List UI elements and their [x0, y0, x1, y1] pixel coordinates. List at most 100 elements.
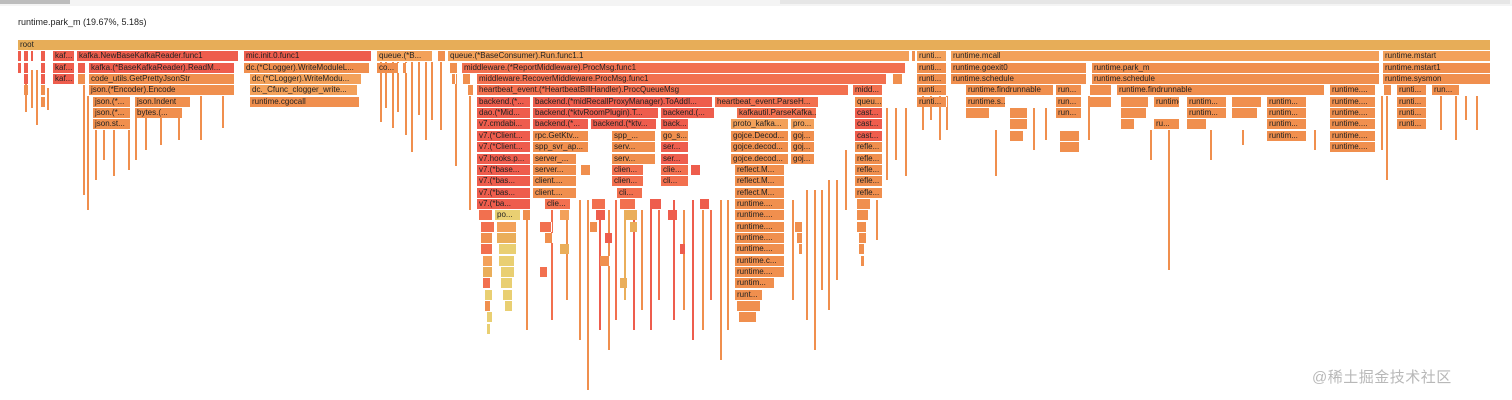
stack-sliver[interactable]	[1455, 96, 1457, 140]
flame-frame[interactable]: kaf...	[53, 74, 75, 85]
stack-sliver[interactable]	[886, 108, 888, 180]
flame-frame[interactable]: gojce.Decod...	[731, 130, 789, 141]
flame-frame-unlabeled[interactable]	[479, 210, 493, 221]
stack-sliver[interactable]	[1381, 96, 1383, 150]
flame-frame-unlabeled[interactable]	[463, 74, 471, 85]
stack-sliver[interactable]	[895, 108, 897, 160]
stack-sliver[interactable]	[930, 96, 932, 120]
stack-sliver[interactable]	[650, 200, 652, 330]
flame-frame[interactable]: runtime.mcall	[951, 51, 1380, 62]
flame-frame-unlabeled[interactable]	[497, 232, 517, 243]
flame-frame-unlabeled[interactable]	[912, 51, 916, 62]
stack-sliver[interactable]	[222, 96, 224, 128]
flame-frame-unlabeled[interactable]	[650, 198, 662, 209]
stack-sliver[interactable]	[551, 210, 553, 320]
flame-frame[interactable]: gojce.decod...	[731, 153, 789, 164]
flame-frame[interactable]: mic.init.0.func1	[244, 51, 372, 62]
stack-sliver[interactable]	[922, 96, 924, 130]
flame-frame[interactable]: json.st...	[93, 119, 131, 130]
stack-sliver[interactable]	[1242, 130, 1244, 145]
flame-frame[interactable]: ru...	[1154, 119, 1180, 130]
stack-sliver[interactable]	[673, 200, 675, 320]
flame-frame[interactable]: middleware.RecoverMiddleware.ProcMsg.fun…	[477, 74, 887, 85]
stack-sliver[interactable]	[87, 96, 89, 210]
flame-frame[interactable]: backend.(*ktvRoomPlugin).T...	[533, 108, 659, 119]
stack-sliver[interactable]	[178, 118, 180, 140]
flame-frame-unlabeled[interactable]	[739, 312, 757, 323]
flame-frame[interactable]: clien...	[612, 164, 644, 175]
flame-frame-unlabeled[interactable]	[626, 210, 638, 221]
flame-frame-unlabeled[interactable]	[485, 289, 493, 300]
flame-frame[interactable]: json.(*Encoder).Encode	[89, 85, 235, 96]
flame-frame-unlabeled[interactable]	[596, 210, 606, 221]
stack-sliver[interactable]	[587, 200, 589, 390]
flame-frame[interactable]: queue.(*B...	[377, 51, 433, 62]
flame-frame[interactable]: runti...	[917, 85, 947, 96]
flame-frame[interactable]: go_s...	[661, 130, 689, 141]
flame-frame-unlabeled[interactable]	[18, 62, 22, 73]
flame-frame[interactable]: kafka.(*BaseKafkaReader).ReadM...	[89, 62, 235, 73]
flame-frame-unlabeled[interactable]	[501, 278, 513, 289]
flame-frame-unlabeled[interactable]	[545, 232, 553, 243]
flame-frame[interactable]: runti...	[1397, 96, 1427, 107]
flame-frame[interactable]: runtime....	[1330, 96, 1376, 107]
flame-frame[interactable]: backend.(*...	[533, 119, 589, 130]
stack-sliver[interactable]	[1045, 108, 1047, 140]
flame-frame-unlabeled[interactable]	[857, 210, 869, 221]
stack-sliver[interactable]	[103, 130, 105, 160]
flame-frame[interactable]: goj...	[791, 142, 815, 153]
flame-frame[interactable]: runtime.s...	[966, 96, 1006, 107]
flame-frame-unlabeled[interactable]	[605, 232, 613, 243]
stack-sliver[interactable]	[1476, 96, 1478, 130]
flame-frame[interactable]: runtime.cgocall	[250, 96, 360, 107]
flame-frame-unlabeled[interactable]	[483, 255, 493, 266]
flame-frame-unlabeled[interactable]	[403, 62, 407, 73]
flame-frame[interactable]: heartbeat_event.ParseH...	[715, 96, 819, 107]
flame-frame[interactable]: ser...	[661, 153, 689, 164]
flame-frame-unlabeled[interactable]	[560, 244, 570, 255]
stack-sliver[interactable]	[876, 200, 878, 240]
stack-sliver[interactable]	[566, 210, 568, 300]
stack-sliver[interactable]	[392, 62, 394, 128]
flame-frame[interactable]: runtime.findrunnable	[966, 85, 1054, 96]
stack-sliver[interactable]	[821, 190, 823, 290]
flame-frame-unlabeled[interactable]	[24, 85, 29, 96]
flame-frame-unlabeled[interactable]	[41, 74, 46, 85]
flame-frame[interactable]: proto_kafka...	[731, 119, 789, 130]
flame-frame-unlabeled[interactable]	[78, 62, 86, 73]
flame-frame[interactable]: pro...	[791, 119, 815, 130]
stack-sliver[interactable]	[418, 62, 420, 115]
flame-frame-unlabeled[interactable]	[1060, 142, 1080, 153]
flame-frame[interactable]: client....	[533, 176, 577, 187]
flame-frame[interactable]: runtime.ch...	[1154, 96, 1180, 107]
stack-sliver[interactable]	[83, 85, 85, 195]
flame-frame-unlabeled[interactable]	[1060, 130, 1080, 141]
stack-sliver[interactable]	[526, 220, 528, 330]
flame-frame-unlabeled[interactable]	[18, 51, 22, 62]
flame-frame[interactable]	[737, 301, 761, 312]
flame-frame-unlabeled[interactable]	[41, 85, 46, 96]
flame-frame[interactable]: gojce.decod...	[731, 142, 789, 153]
flame-frame[interactable]: clie...	[661, 164, 689, 175]
stack-sliver[interactable]	[1314, 130, 1316, 150]
stack-sliver[interactable]	[425, 62, 427, 140]
flame-frame[interactable]: midd...	[853, 85, 883, 96]
flame-frame-unlabeled[interactable]	[857, 221, 867, 232]
stack-sliver[interactable]	[113, 130, 115, 176]
stack-sliver[interactable]	[692, 200, 694, 340]
flame-frame-unlabeled[interactable]	[78, 74, 86, 85]
flame-frame[interactable]: runti...	[1397, 119, 1427, 130]
stack-sliver[interactable]	[405, 62, 407, 135]
flame-frame[interactable]: server...	[533, 164, 577, 175]
flame-frame[interactable]: runti...	[917, 51, 947, 62]
flame-frame[interactable]: runtime....	[735, 198, 785, 209]
flame-frame[interactable]: runt...	[735, 289, 763, 300]
flame-frame[interactable]: run...	[1056, 96, 1082, 107]
flame-frame-unlabeled[interactable]	[859, 244, 865, 255]
flame-frame-unlabeled[interactable]	[1121, 119, 1135, 130]
flame-frame-unlabeled[interactable]	[487, 312, 493, 323]
flame-frame[interactable]: runti...	[1397, 85, 1427, 96]
flame-frame[interactable]: refle...	[855, 142, 883, 153]
flame-frame[interactable]: runtime....	[735, 244, 785, 255]
flame-frame[interactable]: json.Indent	[135, 96, 191, 107]
